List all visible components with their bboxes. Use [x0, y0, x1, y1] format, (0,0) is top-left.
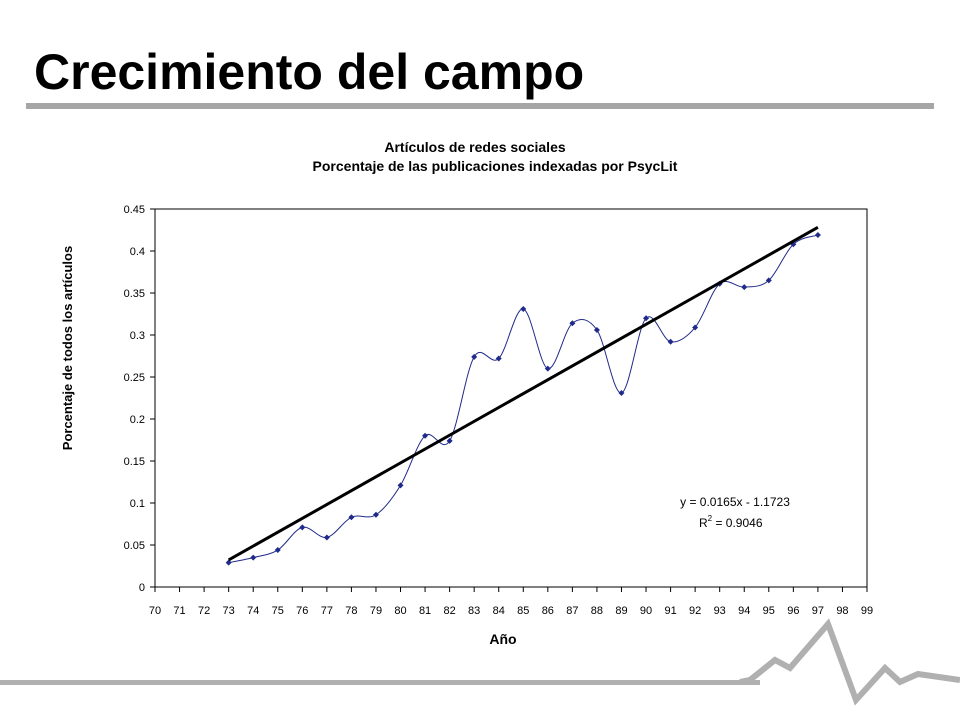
x-tick-label: 85: [517, 605, 529, 617]
y-axis-label: Porcentaje de todos los artículos: [60, 246, 75, 450]
data-point: [422, 432, 429, 439]
x-tick-label: 71: [173, 605, 185, 617]
x-tick-label: 91: [664, 605, 676, 617]
y-tick-label: 0.15: [124, 456, 145, 468]
data-point: [741, 284, 748, 291]
data-point: [692, 324, 699, 331]
x-tick-label: 70: [149, 605, 161, 617]
slide-title: Crecimiento del campo: [34, 44, 585, 100]
data-point: [225, 559, 232, 566]
x-tick-label: 99: [861, 605, 873, 617]
data-point: [274, 547, 281, 554]
mountain-line: [739, 618, 960, 706]
title-divider: [26, 103, 934, 109]
data-point: [765, 277, 772, 284]
y-tick-label: 0.1: [130, 498, 145, 510]
r-squared-label: R2 = 0.9046: [699, 514, 763, 530]
data-point: [544, 365, 551, 372]
x-tick-label: 82: [443, 605, 455, 617]
x-tick-label: 84: [493, 605, 505, 617]
trend-equation: y = 0.0165x - 1.1723: [680, 495, 790, 509]
data-point: [372, 511, 379, 518]
r-squared-symbol: R: [699, 516, 708, 530]
series-markers: [225, 232, 821, 566]
x-tick-label: 93: [714, 605, 726, 617]
data-point: [495, 355, 502, 362]
x-tick-label: 77: [321, 605, 333, 617]
x-tick-label: 95: [763, 605, 775, 617]
footer-divider: [0, 680, 760, 685]
x-tick-label: 87: [566, 605, 578, 617]
r-squared-value: = 0.9046: [712, 516, 763, 530]
x-tick-label: 90: [640, 605, 652, 617]
x-tick-label: 74: [247, 605, 259, 617]
y-tick-label: 0.3: [130, 330, 145, 342]
data-point: [593, 326, 600, 333]
y-tick-label: 0.35: [124, 288, 145, 300]
data-point: [397, 482, 404, 489]
x-tick-label: 78: [345, 605, 357, 617]
x-tick-label: 88: [591, 605, 603, 617]
data-point: [348, 514, 355, 521]
x-tick-label: 81: [419, 605, 431, 617]
x-tick-label: 72: [198, 605, 210, 617]
x-tick-label: 89: [615, 605, 627, 617]
chart-title: Artículos de redes sociales: [384, 139, 566, 155]
data-point: [814, 232, 821, 239]
data-point: [643, 315, 650, 322]
x-axis: 70 71 72 73 74 75 76 77 78 79 80 81 82 83 84 85 86 87 88 89…: [149, 587, 873, 617]
data-point: [250, 554, 257, 561]
x-axis-label: Año: [489, 631, 516, 647]
x-tick-label: 76: [296, 605, 308, 617]
x-tick-label: 80: [394, 605, 406, 617]
y-tick-label: 0: [139, 582, 145, 594]
y-tick-label: 0.45: [124, 204, 145, 216]
data-point: [299, 524, 306, 531]
data-point: [471, 353, 478, 360]
x-tick-label: 79: [370, 605, 382, 617]
x-tick-label: 92: [689, 605, 701, 617]
x-tick-label: 83: [468, 605, 480, 617]
data-point: [446, 437, 453, 444]
data-point: [618, 389, 625, 396]
y-tick-label: 0.25: [124, 372, 145, 384]
x-tick-label: 73: [223, 605, 235, 617]
x-tick-label: 86: [542, 605, 554, 617]
x-tick-label: 97: [812, 605, 824, 617]
x-tick-label: 94: [738, 605, 750, 617]
y-tick-label: 0.2: [130, 414, 145, 426]
y-tick-label: 0.05: [124, 540, 145, 552]
y-axis: 0 0.05 0.1 0.15 0.2 0.25 0.3 0.35 0.4 0.45: [124, 204, 155, 594]
plot-area: [154, 208, 868, 588]
y-tick-label: 0.4: [130, 246, 145, 258]
data-point: [569, 320, 576, 327]
x-tick-label: 75: [272, 605, 284, 617]
chart-subtitle: Porcentaje de las publicaciones indexada…: [313, 158, 678, 174]
x-tick-label: 96: [787, 605, 799, 617]
r-squared-exponent: 2: [708, 514, 713, 523]
trend-line: [227, 226, 819, 562]
data-point: [667, 338, 674, 345]
data-point: [323, 534, 330, 541]
x-tick-label: 98: [836, 605, 848, 617]
data-point: [520, 305, 527, 312]
